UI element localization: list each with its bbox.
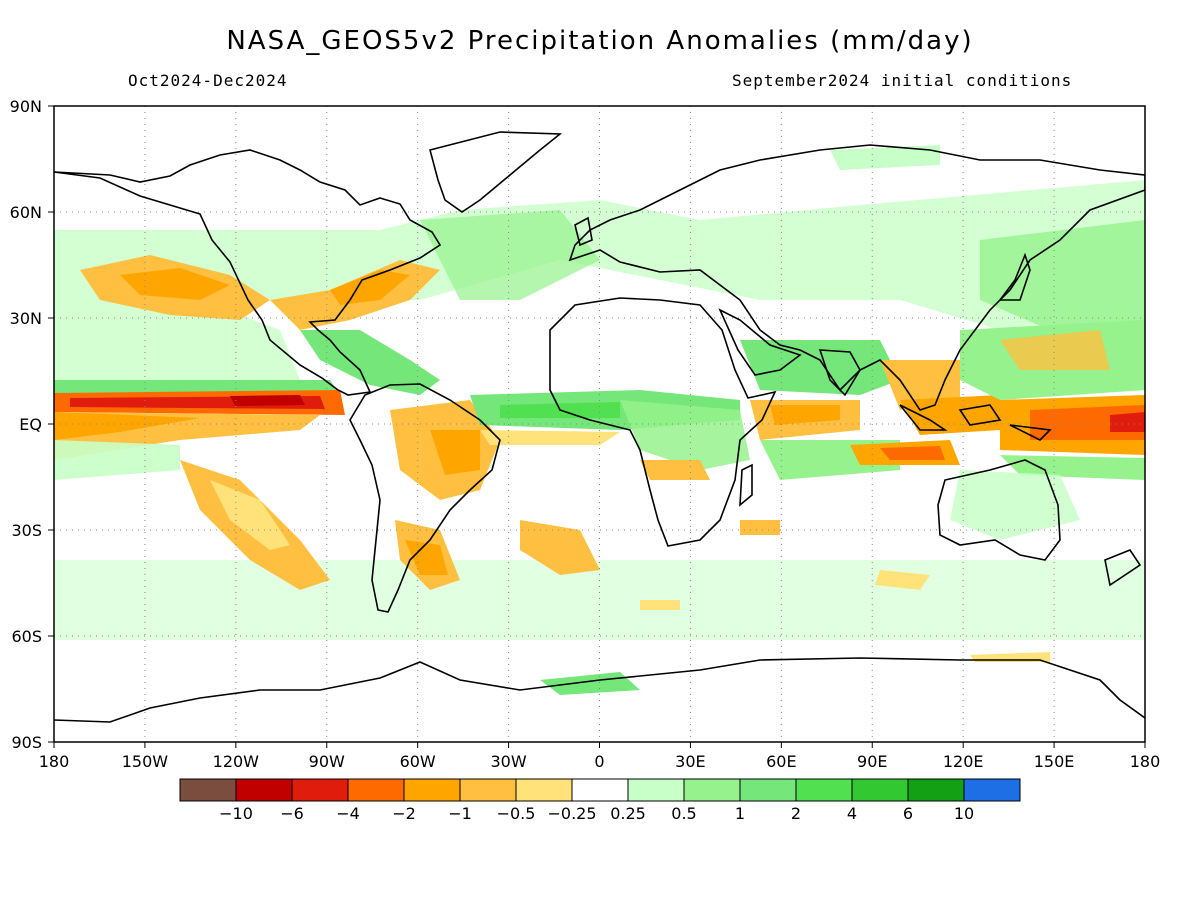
- colorbar-label: 2: [791, 804, 801, 823]
- longitude-label: 60E: [766, 752, 796, 771]
- colorbar-swatch: [795, 778, 853, 802]
- latitude-label: EQ: [19, 415, 42, 434]
- latitude-label: 60N: [10, 203, 42, 222]
- colorbar-swatch: [907, 778, 965, 802]
- colorbar-swatch: [291, 778, 349, 802]
- colorbar-swatch: [851, 778, 909, 802]
- longitude-labels: 180 150W 120W 90W 60W 30W 0 30E 60E 90E 120E 150E 18…: [39, 742, 1161, 771]
- colorbar-swatch: [515, 778, 573, 802]
- graticule: [54, 106, 1145, 742]
- colorbar-label: −1: [448, 804, 472, 823]
- longitude-label: 90E: [857, 752, 887, 771]
- colorbar: −10 −6 −4 −2 −1 −0.5 −0.25 0.25 0.5 1 2 4 6 10: [179, 778, 1021, 823]
- colorbar-swatch: [179, 778, 237, 802]
- colorbar-swatch: [347, 778, 405, 802]
- colorbar-swatch: [459, 778, 517, 802]
- anomaly-field: [54, 145, 1145, 695]
- longitude-label: 120E: [943, 752, 984, 771]
- longitude-label: 150E: [1034, 752, 1075, 771]
- colorbar-label: −10: [219, 804, 253, 823]
- coastlines: [54, 131, 1145, 723]
- colorbar-label: 10: [954, 804, 974, 823]
- longitude-label: 30E: [675, 752, 705, 771]
- longitude-label: 120W: [213, 752, 260, 771]
- latitude-label: 30S: [11, 521, 42, 540]
- latitude-labels: 90N 60N 30N EQ 30S 60S 90S: [10, 97, 54, 752]
- longitude-label: 60W: [400, 752, 436, 771]
- colorbar-label: 0.5: [671, 804, 696, 823]
- colorbar-swatch: [627, 778, 685, 802]
- colorbar-swatch: [571, 778, 629, 802]
- map-title: NASA_GEOS5v2 Precipitation Anomalies (mm…: [226, 26, 974, 56]
- colorbar-label: −0.25: [547, 804, 596, 823]
- latitude-label: 90S: [11, 733, 42, 752]
- colorbar-label: −0.5: [497, 804, 536, 823]
- colorbar-label: 1: [735, 804, 745, 823]
- longitude-label: 150W: [122, 752, 169, 771]
- colorbar-label: 4: [847, 804, 857, 823]
- longitude-label: 180: [39, 752, 70, 771]
- colorbar-swatch: [403, 778, 461, 802]
- latitude-label: 30N: [10, 309, 42, 328]
- colorbar-swatch: [963, 778, 1021, 802]
- colorbar-label: 6: [903, 804, 913, 823]
- longitude-label: 30W: [490, 752, 526, 771]
- latitude-label: 90N: [10, 97, 42, 116]
- longitude-label: 180: [1130, 752, 1161, 771]
- longitude-label: 90W: [309, 752, 345, 771]
- colorbar-label: −2: [392, 804, 416, 823]
- initial-conditions-label: September2024 initial conditions: [732, 71, 1073, 90]
- colorbar-swatch: [235, 778, 293, 802]
- colorbar-label: −6: [280, 804, 304, 823]
- colorbar-label: 0.25: [610, 804, 646, 823]
- longitude-label: 0: [594, 752, 604, 771]
- colorbar-label: −4: [336, 804, 360, 823]
- colorbar-swatch: [739, 778, 797, 802]
- forecast-period: Oct2024-Dec2024: [128, 71, 288, 90]
- latitude-label: 60S: [11, 627, 42, 646]
- colorbar-swatch: [683, 778, 741, 802]
